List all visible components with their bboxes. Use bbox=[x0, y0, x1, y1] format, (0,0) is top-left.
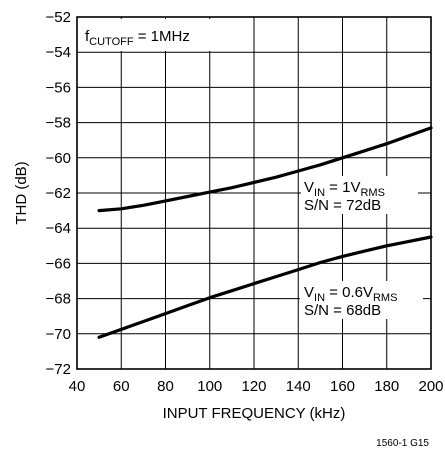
x-tick-label: 120 bbox=[241, 378, 266, 395]
x-axis-title: INPUT FREQUENCY (kHz) bbox=[163, 405, 346, 422]
x-tick-label: 100 bbox=[197, 378, 222, 395]
y-tick-label: −60 bbox=[46, 150, 71, 167]
cutoff-label-main: f bbox=[85, 28, 90, 45]
plot-frame bbox=[76, 16, 432, 370]
cutoff-label-rest: = 1MHz bbox=[134, 28, 190, 45]
y-tick-label: −54 bbox=[46, 44, 71, 61]
series-1-line bbox=[97, 126, 433, 213]
y-tick-label: −58 bbox=[46, 115, 71, 132]
y-tick-label: −56 bbox=[46, 79, 71, 96]
series-2-line bbox=[97, 235, 433, 339]
x-tick-label: 60 bbox=[113, 378, 130, 395]
series-group bbox=[97, 126, 433, 339]
y-tick-label: −72 bbox=[46, 361, 71, 378]
cutoff-label-background bbox=[79, 19, 219, 51]
curve2-label-background bbox=[300, 281, 423, 319]
curve2-label-vin: VIN = 0.6VRMS bbox=[304, 284, 397, 304]
x-tick-label: 160 bbox=[330, 378, 355, 395]
curve2-label-sn: S/N = 68dB bbox=[304, 302, 381, 319]
cutoff-label-sub: CUTOFF bbox=[89, 36, 134, 48]
y-tick-label: −68 bbox=[46, 291, 71, 308]
x-tick-label: 200 bbox=[418, 378, 443, 395]
y-tick-label: −66 bbox=[46, 255, 71, 272]
x-tick-label: 140 bbox=[286, 378, 311, 395]
y-tick-label: −62 bbox=[46, 185, 71, 202]
y-axis-title: THD (dB) bbox=[13, 161, 30, 224]
y-tick-label: −70 bbox=[46, 326, 71, 343]
y-tick-label: −64 bbox=[46, 220, 71, 237]
x-tick-label: 40 bbox=[69, 378, 86, 395]
curve1-label-sn: S/N = 72dB bbox=[304, 197, 381, 214]
tick-labels: 40 60 80 100 120 140 160 180 200 −52 −54 −56 −58 −60 −… bbox=[46, 9, 444, 395]
x-tick-label: 80 bbox=[157, 378, 174, 395]
figure-id: 1560-1 G15 bbox=[376, 438, 429, 449]
curve1-label-background bbox=[301, 176, 418, 214]
cutoff-label: fCUTOFF = 1MHz bbox=[85, 28, 190, 48]
x-tick-label: 180 bbox=[374, 378, 399, 395]
curve1-label-vin: VIN = 1VRMS bbox=[304, 179, 385, 199]
y-tick-label: −52 bbox=[46, 9, 71, 26]
